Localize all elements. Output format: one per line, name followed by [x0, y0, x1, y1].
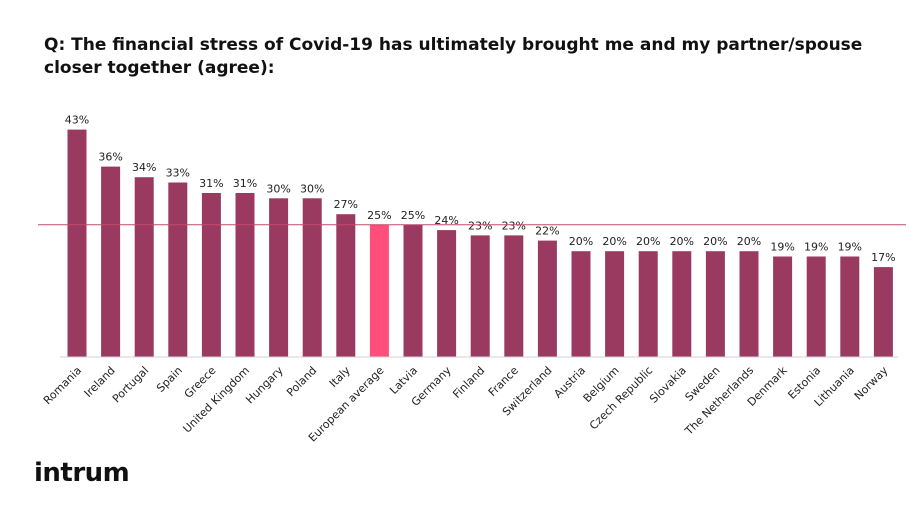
category-label-spain: Spain	[154, 364, 185, 395]
category-label-slovakia: Slovakia	[647, 364, 689, 406]
value-label-european-average: 25%	[367, 209, 391, 222]
bar-european-average	[369, 224, 389, 357]
category-label-hungary: Hungary	[243, 364, 286, 407]
value-label-united-kingdom: 31%	[233, 177, 257, 190]
bar-the-netherlands	[739, 251, 759, 357]
bar-hungary	[269, 198, 289, 357]
value-label-sweden: 20%	[703, 235, 727, 248]
value-label-estonia: 19%	[804, 241, 828, 254]
category-label-czech-republic: Czech Republic	[587, 364, 655, 432]
value-label-spain: 33%	[166, 167, 190, 180]
bar-greece	[201, 193, 221, 357]
value-label-switzerland: 22%	[535, 225, 559, 238]
bar-norway	[873, 267, 893, 357]
bar-portugal	[134, 177, 154, 357]
bar-italy	[336, 214, 356, 357]
value-label-greece: 31%	[199, 177, 223, 190]
value-label-the-netherlands: 20%	[737, 235, 761, 248]
intrum-logo: intrum	[34, 458, 130, 488]
bar-estonia	[806, 256, 826, 357]
bars-group	[67, 129, 893, 357]
value-label-ireland: 36%	[98, 151, 122, 164]
bar-ireland	[101, 166, 121, 357]
bar-united-kingdom	[235, 193, 255, 357]
value-label-romania: 43%	[65, 114, 89, 127]
category-label-portugal: Portugal	[110, 364, 151, 405]
value-label-italy: 27%	[334, 198, 358, 211]
bar-slovakia	[672, 251, 692, 357]
bar-switzerland	[537, 240, 557, 357]
bar-denmark	[773, 256, 793, 357]
bar-latvia	[403, 224, 423, 357]
value-label-finland: 23%	[468, 219, 492, 232]
bar-poland	[302, 198, 322, 357]
bar-czech-republic	[638, 251, 658, 357]
bar-germany	[437, 230, 457, 357]
value-label-hungary: 30%	[266, 182, 290, 195]
category-label-norway: Norway	[852, 364, 891, 403]
value-label-norway: 17%	[871, 251, 895, 264]
bar-france	[504, 235, 524, 357]
value-label-lithuania: 19%	[838, 241, 862, 254]
value-label-austria: 20%	[569, 235, 593, 248]
value-labels-group: 43% 36% 34% 33% 31% 31% 30% 30% 27% 25% 25% 24% 23% 2…	[65, 114, 896, 265]
category-label-finland: Finland	[450, 364, 487, 401]
bar-finland	[470, 235, 490, 357]
value-label-denmark: 19%	[770, 241, 794, 254]
bar-spain	[168, 182, 188, 357]
value-label-portugal: 34%	[132, 161, 156, 174]
value-label-poland: 30%	[300, 182, 324, 195]
category-label-poland: Poland	[284, 364, 319, 399]
value-label-czech-republic: 20%	[636, 235, 660, 248]
category-label-italy: Italy	[327, 364, 353, 390]
value-label-slovakia: 20%	[670, 235, 694, 248]
value-label-belgium: 20%	[602, 235, 626, 248]
value-label-germany: 24%	[434, 214, 458, 227]
value-label-latvia: 25%	[401, 209, 425, 222]
category-label-romania: Romania	[41, 364, 84, 407]
bar-lithuania	[840, 256, 860, 357]
bar-sweden	[705, 251, 725, 357]
bar-belgium	[605, 251, 625, 357]
bar-austria	[571, 251, 591, 357]
bar-romania	[67, 129, 87, 357]
value-label-france: 23%	[502, 219, 526, 232]
chart-title: Q: The financial stress of Covid-19 has …	[44, 35, 863, 78]
